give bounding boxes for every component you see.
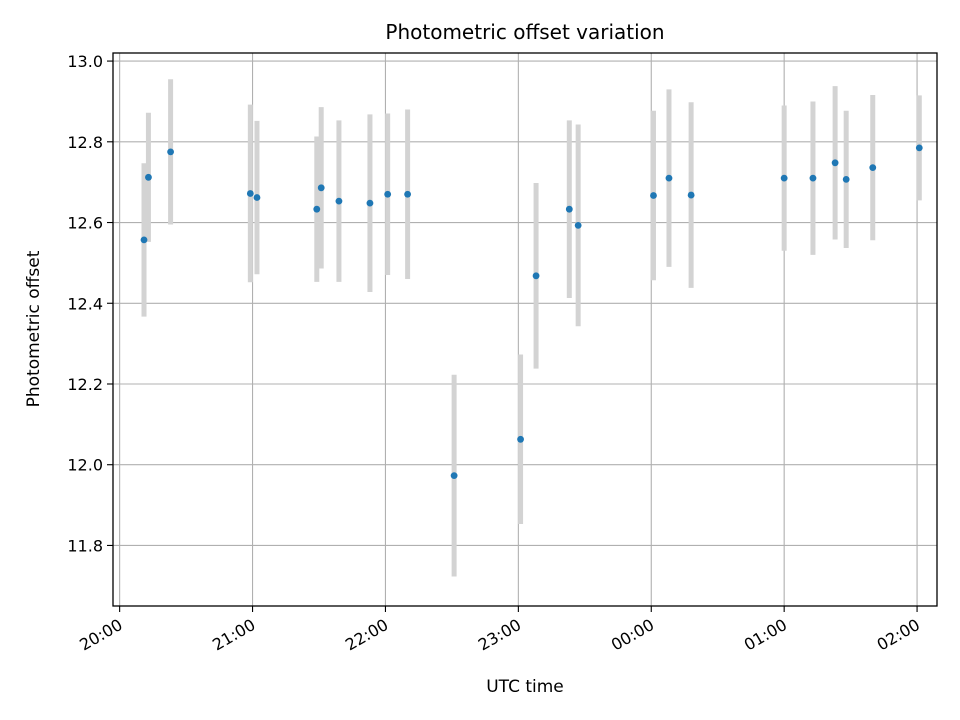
data-point	[366, 199, 374, 207]
plot-frame	[112, 52, 938, 607]
y-tick-label: 12.2	[67, 375, 103, 394]
y-tick-label: 12.0	[67, 456, 103, 475]
data-points	[140, 144, 923, 480]
y-axis-ticks: 11.8 12.0 12.2 12.4 12.6 12.8 13.0	[67, 52, 113, 555]
data-point	[915, 144, 923, 152]
data-point	[650, 192, 657, 199]
data-point	[831, 159, 839, 167]
data-point	[145, 173, 152, 181]
data-point	[140, 236, 148, 244]
data-point	[384, 190, 392, 198]
data-point	[780, 174, 788, 182]
y-tick-label: 12.4	[67, 294, 103, 313]
data-point	[517, 435, 524, 443]
data-point	[450, 472, 458, 480]
data-point	[574, 221, 582, 229]
x-axis-title: UTC time	[486, 677, 564, 697]
data-point	[167, 148, 174, 156]
y-tick-label: 11.8	[67, 536, 103, 555]
data-point	[665, 174, 673, 182]
data-point	[565, 205, 573, 213]
y-tick-label: 12.8	[67, 133, 103, 152]
data-point	[253, 194, 261, 201]
data-point	[809, 174, 817, 182]
y-axis-title: Photometric offset	[24, 250, 44, 407]
data-point	[335, 197, 343, 205]
data-point	[313, 205, 321, 213]
chart-title: Photometric offset variation	[385, 20, 664, 44]
data-point	[246, 190, 254, 197]
data-point	[532, 272, 540, 280]
data-point	[869, 164, 877, 172]
data-point	[842, 175, 850, 183]
y-tick-label: 12.6	[67, 214, 103, 233]
data-point	[404, 190, 412, 198]
y-tick-label: 13.0	[67, 52, 103, 71]
data-point	[317, 184, 325, 192]
data-point	[687, 191, 695, 199]
